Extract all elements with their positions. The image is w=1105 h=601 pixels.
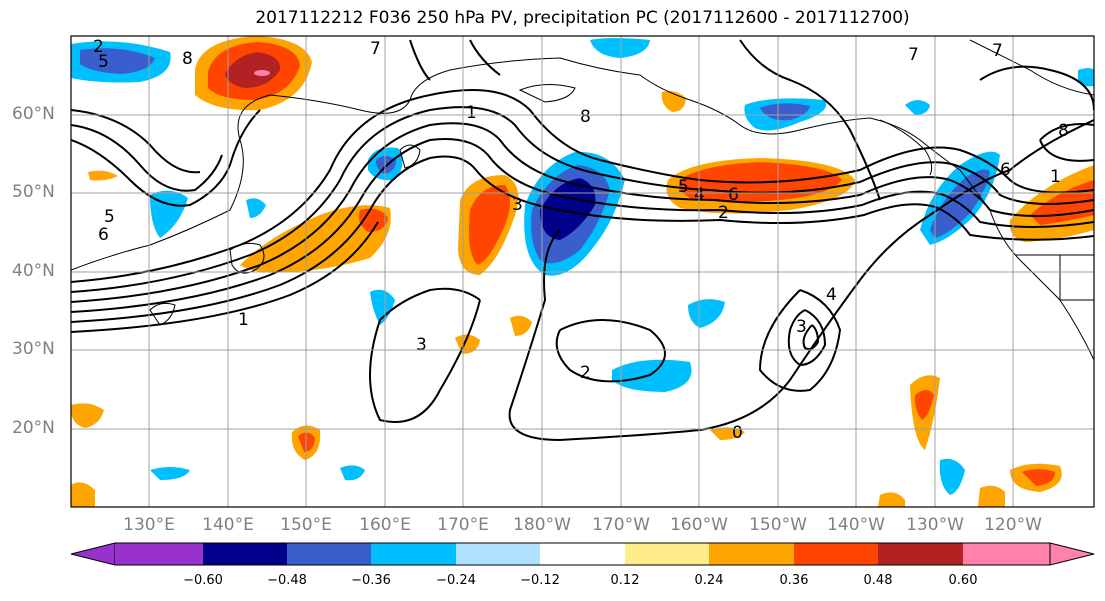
contour-label: 8 xyxy=(580,107,591,127)
colorbar-tick-label: −0.24 xyxy=(436,573,476,588)
colorbar-tick-label: 0.24 xyxy=(694,573,724,588)
lon-label: 180°W xyxy=(513,515,571,535)
lon-label: 170°W xyxy=(592,515,650,535)
contour-label: 6 xyxy=(1000,160,1011,180)
anomaly-dateline-neg xyxy=(524,151,625,276)
lat-label: 20°N xyxy=(12,418,55,438)
anomaly-central-pos xyxy=(458,175,519,275)
colorbar-segment xyxy=(540,543,625,565)
lon-label: 150°W xyxy=(749,515,807,535)
lat-label: 60°N xyxy=(12,104,55,124)
contour-label: 6 xyxy=(728,185,739,205)
coastlines xyxy=(71,39,1094,361)
colorbar-segment xyxy=(203,543,287,565)
colorbar-segment xyxy=(625,543,709,565)
colorbar-tick-label: −0.12 xyxy=(520,573,560,588)
colorbar-segment xyxy=(1049,542,1095,566)
contour-label: 8 xyxy=(182,49,193,69)
colorbar-segment xyxy=(878,543,963,565)
contour-label: 7 xyxy=(992,41,1003,61)
anomaly-subtropic-small xyxy=(71,170,1062,507)
colorbar-segment xyxy=(963,543,1050,565)
colorbar-tick-label: −0.60 xyxy=(183,573,223,588)
anomaly-nnw-pos xyxy=(195,36,312,111)
contour-label: 3 xyxy=(512,195,523,215)
colorbar-segment xyxy=(794,543,878,565)
colorbar-segment xyxy=(456,543,540,565)
map-frame xyxy=(70,35,1095,508)
colorbar-tick-label: −0.36 xyxy=(351,573,391,588)
lat-label: 40°N xyxy=(12,261,55,281)
contour-label: 2 xyxy=(718,203,729,223)
colorbar-segment xyxy=(371,543,456,565)
contour-label: 0 xyxy=(732,423,743,443)
map-title: 2017112212 F036 250 hPa PV, precipitatio… xyxy=(255,8,910,28)
colorbar-tick-label: 0.36 xyxy=(779,573,809,588)
colorbar-segment xyxy=(115,543,203,565)
contour-label: 7 xyxy=(370,39,381,59)
colorbar-tick-label: −0.48 xyxy=(267,573,307,588)
contour-label: 5 xyxy=(104,207,115,227)
colorbar-tick-label: 0.12 xyxy=(610,573,640,588)
lat-label: 50°N xyxy=(12,182,55,202)
colorbar-tick-label: 0.48 xyxy=(863,573,893,588)
colorbar-tick-label: 0.60 xyxy=(948,573,978,588)
contour-label: 1 xyxy=(1050,167,1061,187)
contour-label: 4 xyxy=(826,285,837,305)
lon-label: 150°E xyxy=(280,515,332,535)
lon-label: 130°W xyxy=(906,515,964,535)
colorbar-segment xyxy=(287,543,371,565)
colorbar-segment xyxy=(70,542,116,566)
contour-label: 6 xyxy=(98,225,109,245)
contour-label: 2 xyxy=(580,363,591,383)
contour-label: 2 xyxy=(93,37,104,57)
lat-label: 30°N xyxy=(12,339,55,359)
pv-contours xyxy=(71,39,1094,442)
colorbar xyxy=(70,542,1095,566)
lon-label: 160°W xyxy=(670,515,728,535)
graticule xyxy=(71,36,1094,507)
anomaly-nw-neg xyxy=(71,41,171,83)
contour-label: 8 xyxy=(1058,121,1069,141)
contour-label: 5 xyxy=(678,177,689,197)
lon-label: 160°E xyxy=(359,515,411,535)
colorbar-segment xyxy=(709,543,794,565)
lon-label: 170°E xyxy=(437,515,489,535)
contour-label: 1 xyxy=(238,310,249,330)
contour-label: 1 xyxy=(466,103,477,123)
lon-label: 140°E xyxy=(202,515,254,535)
anomaly-alaska-neg xyxy=(590,38,827,131)
lon-label: 130°E xyxy=(123,515,175,535)
lon-label: 120°W xyxy=(984,515,1042,535)
contour-label: 7 xyxy=(908,45,919,65)
contour-label: 3 xyxy=(416,335,427,355)
lon-label: 140°W xyxy=(827,515,885,535)
contour-label: 3 xyxy=(796,317,807,337)
contour-label: 5 xyxy=(98,52,109,72)
